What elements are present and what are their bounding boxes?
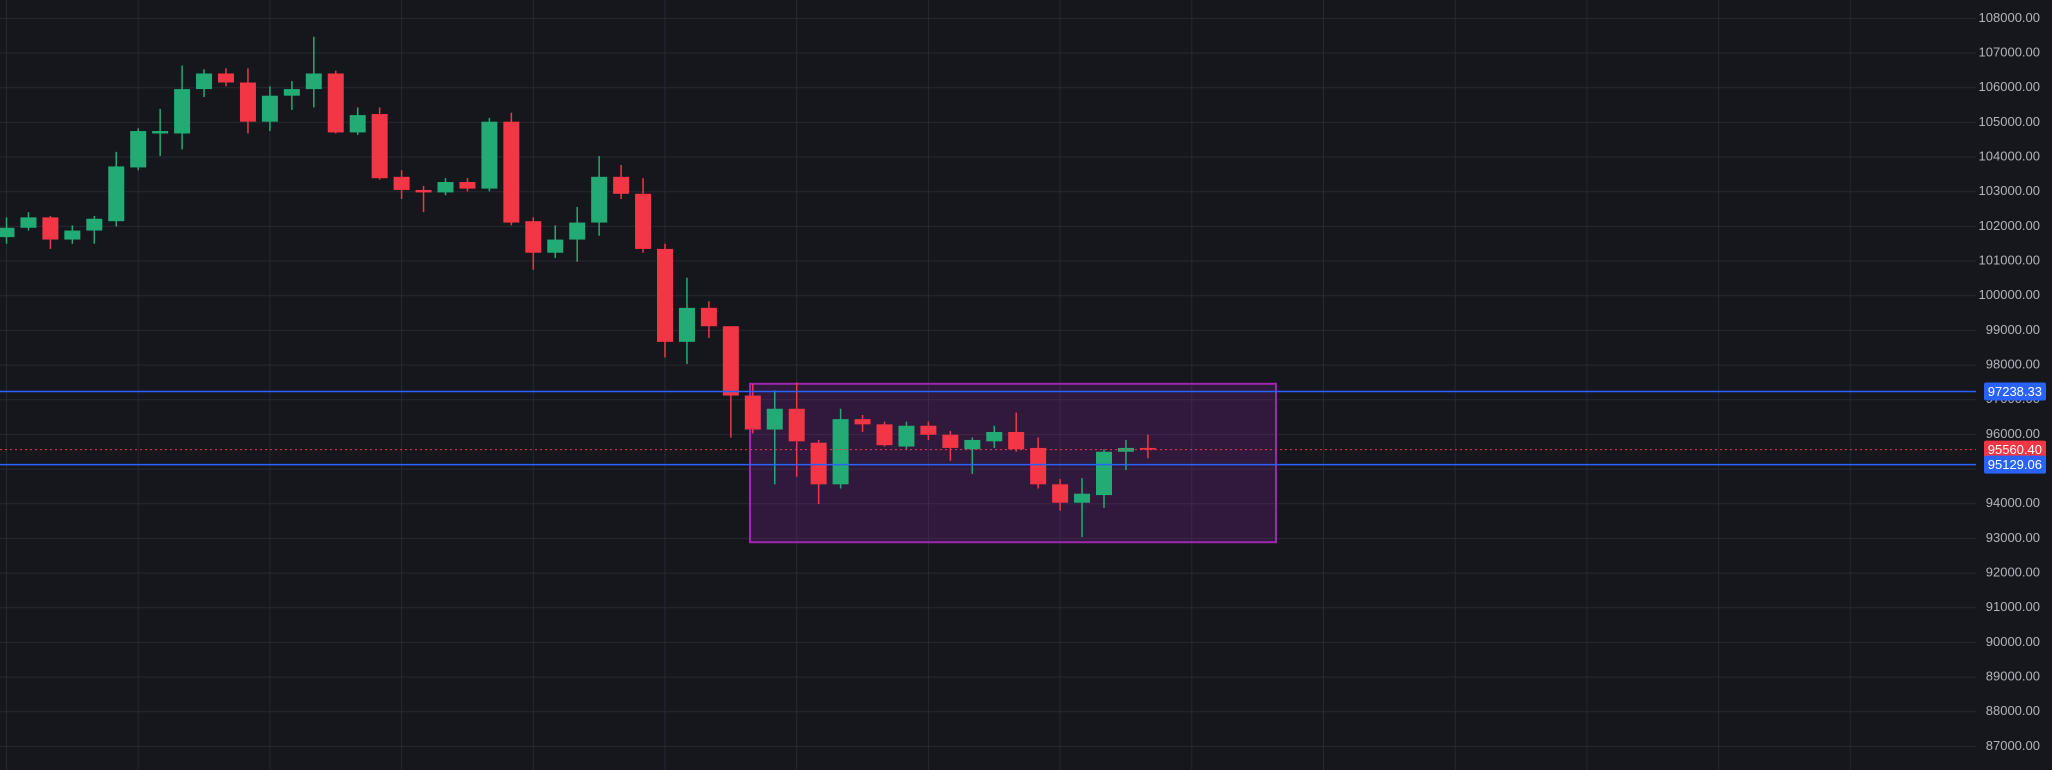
candle-body bbox=[547, 239, 564, 253]
candle-body bbox=[569, 222, 586, 240]
candle-body bbox=[437, 182, 454, 193]
candle-body bbox=[678, 307, 695, 342]
y-tick-label: 99000.00 bbox=[1986, 322, 2040, 337]
candle-body bbox=[942, 434, 959, 448]
candle-body bbox=[898, 425, 915, 447]
candle-body bbox=[722, 326, 739, 396]
candle-body bbox=[42, 217, 59, 240]
price-label: 97238.33 bbox=[1988, 384, 2042, 399]
y-tick-label: 92000.00 bbox=[1986, 565, 2040, 580]
candle-body bbox=[1008, 431, 1025, 450]
y-tick-label: 104000.00 bbox=[1979, 148, 2040, 163]
price-label-bg bbox=[1984, 440, 2046, 459]
candle-body bbox=[152, 131, 169, 134]
candle-body bbox=[1139, 447, 1156, 450]
y-tick-label: 102000.00 bbox=[1979, 218, 2040, 233]
candle-body bbox=[766, 408, 783, 430]
candle-body bbox=[459, 182, 476, 189]
price-label: 95560.40 bbox=[1988, 442, 2042, 457]
candle-body bbox=[964, 439, 981, 450]
y-tick-label: 101000.00 bbox=[1979, 252, 2040, 267]
y-tick-label: 98000.00 bbox=[1986, 357, 2040, 372]
y-tick-label: 100000.00 bbox=[1979, 287, 2040, 302]
candle-body bbox=[525, 221, 542, 253]
candle-body bbox=[20, 217, 37, 228]
candle-body bbox=[1096, 451, 1112, 496]
y-tick-label: 89000.00 bbox=[1986, 669, 2040, 684]
y-tick-label: 94000.00 bbox=[1986, 495, 2040, 510]
price-label-bg bbox=[1984, 382, 2046, 401]
y-tick-label: 107000.00 bbox=[1979, 44, 2040, 59]
candle-body bbox=[174, 89, 191, 134]
candle-body bbox=[657, 248, 673, 342]
candle-body bbox=[371, 114, 388, 179]
y-tick-label: 105000.00 bbox=[1979, 114, 2040, 129]
candle-body bbox=[0, 227, 15, 238]
candle-body bbox=[810, 442, 827, 485]
candle-body bbox=[239, 82, 256, 122]
candle-body bbox=[86, 218, 103, 231]
candle-body bbox=[876, 424, 893, 446]
candle-body bbox=[832, 419, 849, 485]
y-tick-label: 90000.00 bbox=[1986, 634, 2040, 649]
candle-body bbox=[1074, 493, 1091, 503]
y-tick-label: 93000.00 bbox=[1986, 530, 2040, 545]
candle-body bbox=[920, 425, 937, 435]
candle-body bbox=[788, 408, 805, 442]
y-tick-label: 88000.00 bbox=[1986, 703, 2040, 718]
candle-body bbox=[305, 73, 322, 90]
candle-body bbox=[415, 189, 432, 193]
price-label: 95129.06 bbox=[1988, 457, 2042, 472]
candle-body bbox=[635, 193, 652, 249]
candle-body bbox=[261, 95, 278, 122]
range-box bbox=[749, 382, 1277, 544]
candle-body bbox=[503, 121, 520, 223]
candle-body bbox=[481, 121, 498, 189]
candle-body bbox=[591, 176, 608, 223]
y-tick-label: 103000.00 bbox=[1979, 183, 2040, 198]
y-tick-label: 91000.00 bbox=[1986, 599, 2040, 614]
candle-body bbox=[854, 419, 871, 425]
candle-body bbox=[218, 73, 234, 83]
candle-body bbox=[744, 395, 761, 430]
candle-body bbox=[283, 89, 300, 96]
candle-body bbox=[700, 307, 717, 327]
y-tick-label: 87000.00 bbox=[1986, 738, 2040, 753]
y-tick-label: 96000.00 bbox=[1986, 426, 2040, 441]
candle-body bbox=[1030, 447, 1047, 485]
y-tick-label: 106000.00 bbox=[1979, 79, 2040, 94]
candle-body bbox=[196, 73, 213, 90]
candle-body bbox=[327, 73, 344, 133]
candle-body bbox=[108, 166, 125, 222]
y-tick-label: 108000.00 bbox=[1979, 10, 2040, 25]
candle-body bbox=[393, 176, 410, 190]
price-label-bg bbox=[1984, 455, 2046, 474]
candle-body bbox=[1052, 484, 1069, 503]
candle-body bbox=[130, 131, 147, 168]
candle-body bbox=[986, 431, 1003, 442]
candle-body bbox=[64, 230, 81, 240]
candle-body bbox=[613, 176, 630, 194]
candle-body bbox=[349, 115, 366, 133]
